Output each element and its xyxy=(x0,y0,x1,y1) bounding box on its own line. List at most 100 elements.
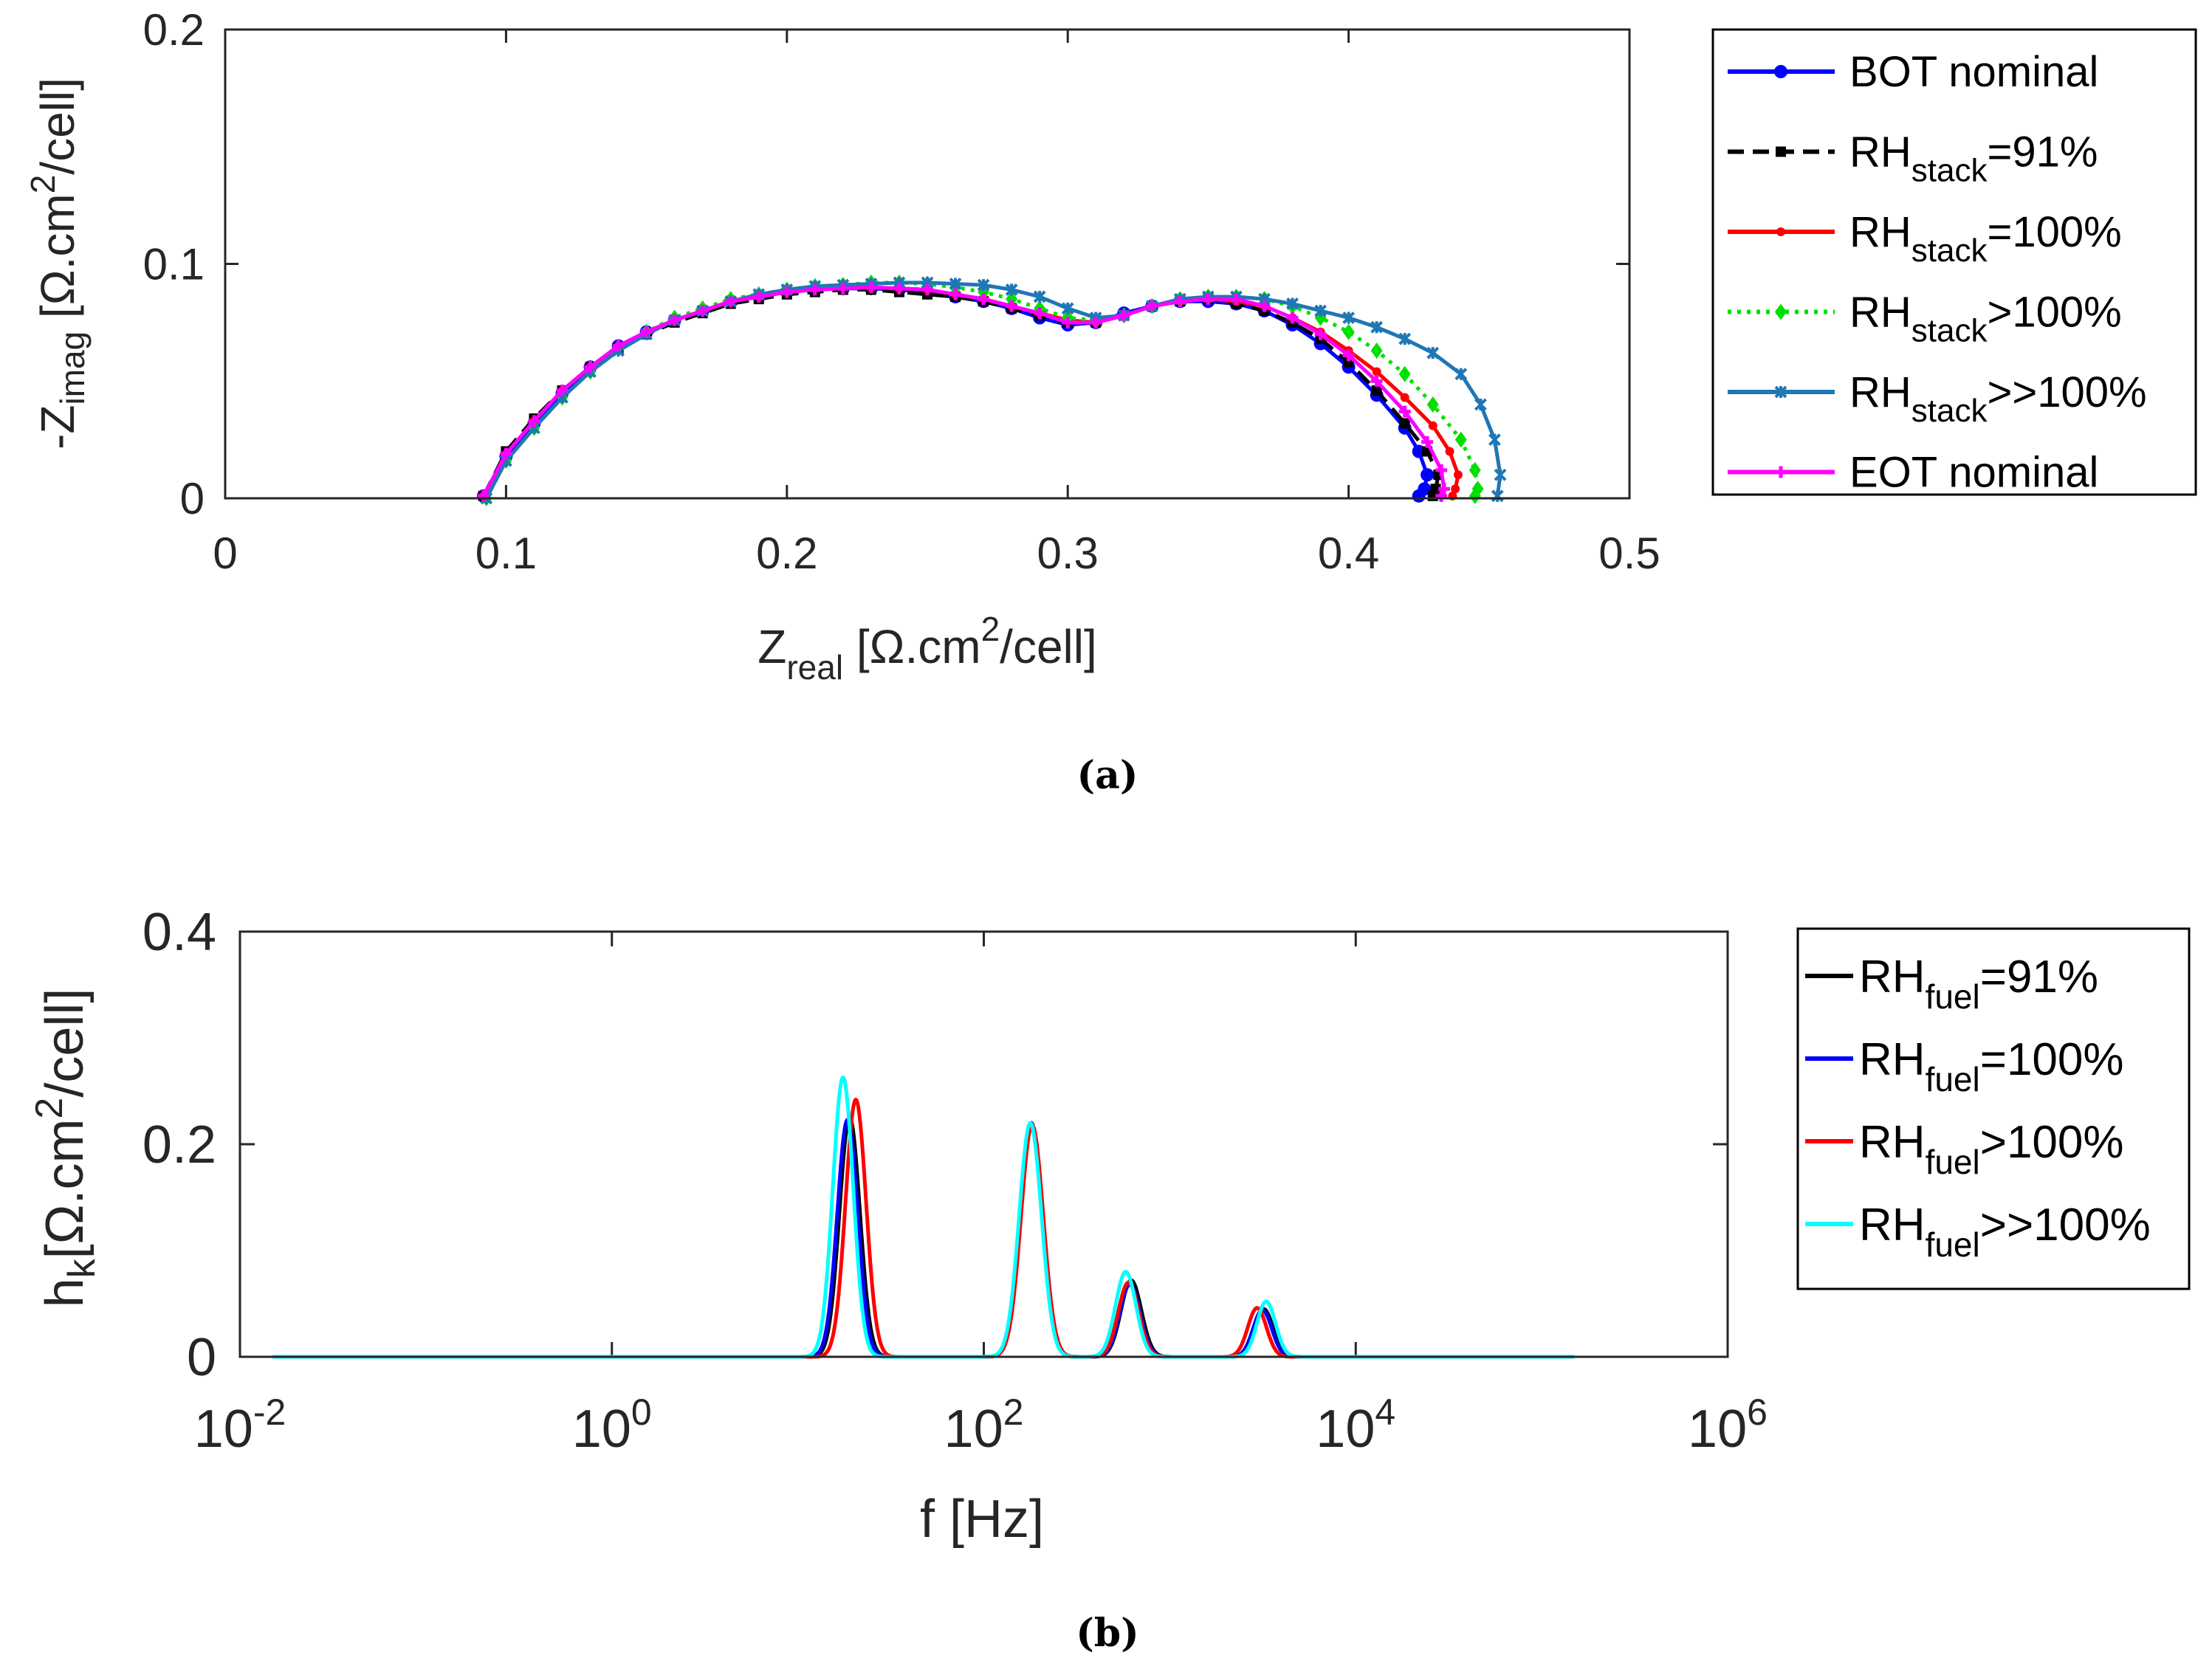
panel-a-point-5 xyxy=(1090,316,1102,328)
panel-a-point-5 xyxy=(1034,307,1046,320)
panel-b-legend-label-1: RHfuel=100% xyxy=(1859,1034,2124,1098)
panel-a-point-5 xyxy=(893,282,905,295)
panel-a-series-1 xyxy=(478,284,1444,501)
panel-a-point-2 xyxy=(1400,393,1409,402)
panel-b-line-0 xyxy=(272,1115,1576,1359)
panel-a-y-tick-label: 0 xyxy=(180,474,205,523)
panel-a-legend-items: BOT nominal RHstack=91% RHstack=100% RHstac… xyxy=(1728,48,2147,497)
panel-a-point-4 xyxy=(1454,368,1468,381)
panel-a-point-5 xyxy=(1438,483,1450,495)
panel-a-point-5 xyxy=(1174,295,1186,308)
panel-a-plot-frame xyxy=(224,28,1631,500)
panel-a-line-2 xyxy=(481,285,1460,497)
panel-b-plot-frame xyxy=(238,930,1729,1358)
panel-a-point-5 xyxy=(808,283,821,296)
panel-b-x-tick-label: 104 xyxy=(1316,1392,1395,1459)
panel-a-point-5 xyxy=(500,447,512,460)
panel-a-point-5 xyxy=(1062,316,1074,328)
panel-b-legend-label-2: RHfuel>100% xyxy=(1859,1117,2124,1181)
panel-a-point-4 xyxy=(977,278,990,292)
panel-a-point-5 xyxy=(696,305,709,317)
panel-b-x-tick-label: 102 xyxy=(944,1392,1024,1459)
panel-a-point-4 xyxy=(1342,312,1356,324)
panel-a-point-5 xyxy=(1006,300,1018,312)
panel-a-point-4 xyxy=(1491,489,1504,503)
panel-a-point-5 xyxy=(865,281,877,294)
panel-a-point-3 xyxy=(1006,291,1018,308)
panel-a-x-tick-label: 0.4 xyxy=(1318,529,1379,578)
panel-a-point-5 xyxy=(1370,375,1383,388)
panel-a-point-5 xyxy=(584,361,597,374)
panel-b-axes: 10-2 100 102 104 106 0 0.2 0.4 xyxy=(142,903,1768,1459)
panel-a-point-4 xyxy=(949,278,962,290)
panel-a-point-3 xyxy=(1342,323,1355,340)
panel-b-y-tick-label: 0 xyxy=(187,1328,216,1387)
panel-b-y-tick-label: 0.4 xyxy=(142,903,216,962)
panel-a-point-2 xyxy=(1445,447,1454,456)
panel-a-point-4 xyxy=(1370,320,1384,334)
panel-a-point-5 xyxy=(780,286,793,298)
panel-a-line-3 xyxy=(484,281,1480,500)
panel-a-point-5 xyxy=(921,283,933,296)
panel-a-point-3 xyxy=(1426,396,1439,413)
panel-a-legend-label-4: RHstack>>100% xyxy=(1849,368,2147,429)
panel-a-point-5 xyxy=(1421,436,1434,448)
panel-a-legend-label-5: EOT nominal xyxy=(1849,449,2098,497)
panel-a-point-5 xyxy=(1314,328,1327,340)
panel-a-point-2 xyxy=(1428,421,1438,430)
panel-a-point-0 xyxy=(1421,468,1435,482)
panel-a-point-5 xyxy=(668,314,681,326)
panel-a-point-5 xyxy=(1435,464,1448,476)
panel-a-point-0 xyxy=(1412,489,1426,503)
panel-a-series-4 xyxy=(480,276,1507,505)
panel-b: 10-2 100 102 104 106 0 0.2 0.4 hk[Ω.cm2/cell] f… xyxy=(28,903,2191,1656)
panel-a-legend-marker-1 xyxy=(1776,146,1786,157)
panel-b-line-1 xyxy=(272,1118,1576,1359)
panel-b-legend-label-3: RHfuel>>100% xyxy=(1859,1200,2151,1264)
panel-a-point-5 xyxy=(1435,489,1448,502)
panel-b-y-tick-label: 0.2 xyxy=(142,1115,216,1174)
panel-b-legend-items: RHfuel=91% RHfuel=100% RHfuel>100% RHfuel>>… xyxy=(1805,952,2151,1264)
panel-b-x-tick-label: 10-2 xyxy=(194,1392,286,1459)
panel-a-series xyxy=(476,274,1507,506)
panel-a-legend-label-2: RHstack=100% xyxy=(1849,208,2122,269)
panel-a-legend-box xyxy=(1711,28,2197,496)
panel-a-point-5 xyxy=(528,415,540,427)
panel-a-y-tick-label: 0.2 xyxy=(143,5,205,55)
panel-a-point-2 xyxy=(1372,367,1381,376)
panel-b-legend-label-0: RHfuel=91% xyxy=(1859,952,2098,1016)
panel-a-point-1 xyxy=(1399,418,1410,429)
panel-a-point-5 xyxy=(1286,312,1299,324)
panel-a-point-5 xyxy=(1258,300,1271,312)
panel-a-point-4 xyxy=(1426,346,1440,360)
panel-a-legend-marker-2 xyxy=(1776,227,1785,236)
panel-a-point-5 xyxy=(612,340,625,352)
panel-b-x-tick-label: 106 xyxy=(1688,1392,1768,1459)
panel-a-legend-label-0: BOT nominal xyxy=(1849,48,2098,96)
panel-a-point-5 xyxy=(978,293,990,306)
panel-a-point-5 xyxy=(477,489,490,502)
panel-a-x-tick-label: 0.3 xyxy=(1037,529,1098,578)
panel-a-point-4 xyxy=(1398,332,1412,345)
panel-a-point-5 xyxy=(1118,309,1130,322)
panel-a-point-5 xyxy=(1146,300,1158,312)
panel-a-line-5 xyxy=(481,285,1446,497)
panel-b-x-tick-label: 100 xyxy=(572,1392,652,1459)
panel-b-x-axis-label: f [Hz] xyxy=(920,1490,1044,1549)
panel-a-x-tick-label: 0 xyxy=(213,529,237,578)
panel-a-point-1 xyxy=(1371,385,1382,396)
panel-a-point-5 xyxy=(949,288,962,300)
panel-a-legend-marker-3 xyxy=(1775,303,1787,320)
panel-a-point-4 xyxy=(1286,297,1299,310)
panel-a-point-5 xyxy=(752,290,765,303)
panel-a-point-5 xyxy=(1342,349,1355,362)
panel-a-point-3 xyxy=(1454,431,1467,448)
panel-a-legend-marker-5 xyxy=(1775,466,1787,478)
panel-b-y-axis-label: hk[Ω.cm2/cell] xyxy=(28,988,103,1308)
panel-a-point-3 xyxy=(1370,342,1383,359)
panel-a-point-5 xyxy=(837,282,849,295)
panel-a-point-4 xyxy=(1474,398,1487,411)
panel-a-legend-label-1: RHstack=91% xyxy=(1849,128,2098,189)
panel-a-point-2 xyxy=(1451,484,1460,494)
panel-a-point-5 xyxy=(556,384,569,396)
